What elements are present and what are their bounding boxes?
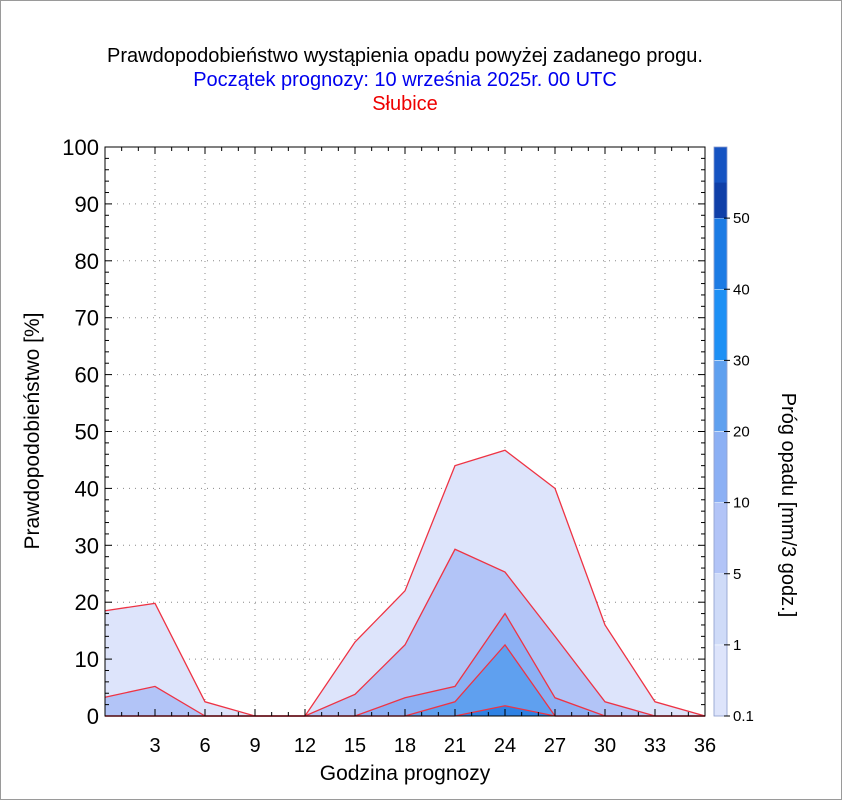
chart-title: Prawdopodobieństwo wystąpienia opadu pow… xyxy=(107,45,703,67)
x-tick-label: 12 xyxy=(294,735,316,757)
y-tick-label: 20 xyxy=(75,590,99,615)
x-tick-label: 30 xyxy=(594,735,616,757)
x-tick-label: 36 xyxy=(694,735,716,757)
colorbar-segment xyxy=(713,573,728,646)
y-tick-label: 70 xyxy=(75,306,99,331)
x-tick-label: 21 xyxy=(444,735,466,757)
colorbar-tick-label: 0.1 xyxy=(733,708,754,725)
x-tick-label: 3 xyxy=(149,735,160,757)
minor-ticks xyxy=(104,146,706,717)
colorbar-tick-label: 30 xyxy=(733,352,750,369)
colorbar-segment xyxy=(714,147,727,183)
colorbar-segment xyxy=(713,289,728,361)
colorbar-segment xyxy=(713,431,728,503)
y-tick-label: 50 xyxy=(75,420,99,445)
y-tick-label: 60 xyxy=(75,363,99,388)
x-tick-label: 9 xyxy=(249,735,260,757)
area-threshold-1 xyxy=(105,549,705,716)
y-tick-label: 90 xyxy=(75,192,99,217)
y-tick-label: 0 xyxy=(87,704,99,729)
x-tick-label: 27 xyxy=(544,735,566,757)
y-tick-label: 40 xyxy=(75,476,99,501)
colorbar-tick-label: 20 xyxy=(733,424,750,441)
colorbar-segment xyxy=(713,644,728,717)
colorbar-tick-label: 10 xyxy=(733,495,750,512)
y-tick-label: 80 xyxy=(75,249,99,274)
x-axis-label: Godzina prognozy xyxy=(320,762,491,785)
probability-areas xyxy=(105,450,705,716)
x-tick-label: 33 xyxy=(644,735,666,757)
colorbar-tick-label: 5 xyxy=(733,566,741,583)
colorbar-segment xyxy=(714,182,727,219)
colorbar-tick-label: 50 xyxy=(733,210,750,227)
chart-subtitle: Początek prognozy: 10 września 2025r. 00… xyxy=(193,69,617,91)
colorbar-label: Próg opadu [mm/3 godz.] xyxy=(777,393,799,618)
colorbar-segment xyxy=(713,217,728,290)
y-tick-labels: 0 10 20 30 40 50 60 70 80 90 100 xyxy=(62,135,99,729)
y-axis-label: Prawdopodobieństwo [%] xyxy=(21,313,44,550)
colorbar-tick-label: 1 xyxy=(733,637,741,654)
x-tick-labels: 3 6 9 12 15 18 21 24 27 30 33 36 xyxy=(149,735,716,757)
x-tick-label: 24 xyxy=(494,735,516,757)
x-tick-label: 15 xyxy=(344,735,366,757)
line-threshold-0_1 xyxy=(104,449,706,717)
station-name: Słubice xyxy=(372,93,438,115)
x-tick-label: 18 xyxy=(394,735,416,757)
colorbar-tick-label: 40 xyxy=(733,281,750,298)
colorbar-segment xyxy=(713,502,728,574)
y-tick-label: 100 xyxy=(62,135,99,160)
y-tick-label: 30 xyxy=(75,533,99,558)
y-tick-label: 10 xyxy=(75,647,99,672)
colorbar-segment xyxy=(713,360,728,432)
colorbar-tick-labels: 0.1 1 5 10 20 30 40 50 xyxy=(724,210,754,725)
x-tick-label: 6 xyxy=(199,735,210,757)
